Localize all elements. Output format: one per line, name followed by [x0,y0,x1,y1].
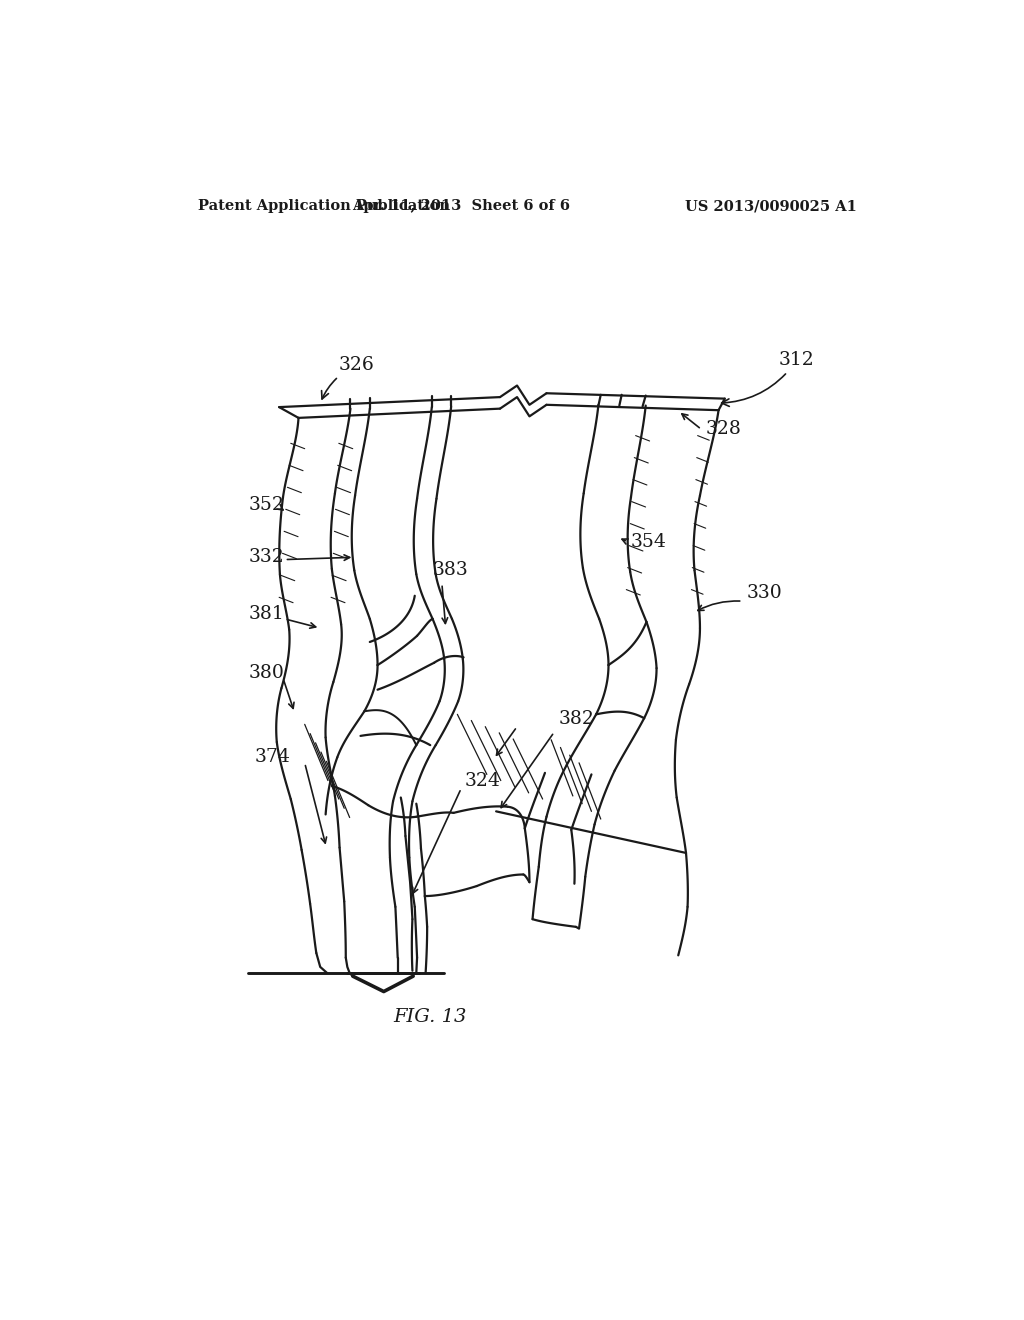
Text: 326: 326 [322,356,375,399]
Text: 312: 312 [722,351,815,407]
Text: Apr. 11, 2013  Sheet 6 of 6: Apr. 11, 2013 Sheet 6 of 6 [352,199,570,213]
Text: 324: 324 [465,772,501,789]
Text: 383: 383 [432,561,468,579]
Text: 330: 330 [746,585,782,602]
Text: 374: 374 [255,748,291,767]
Text: Patent Application Publication: Patent Application Publication [198,199,450,213]
Text: 332: 332 [248,548,284,566]
Text: FIG. 13: FIG. 13 [393,1008,467,1026]
Text: US 2013/0090025 A1: US 2013/0090025 A1 [685,199,856,213]
Text: 354: 354 [630,533,666,550]
Text: 381: 381 [248,606,284,623]
Text: 352: 352 [248,496,284,513]
Text: 382: 382 [558,710,594,727]
Text: 380: 380 [248,664,284,681]
Text: 328: 328 [706,421,741,438]
